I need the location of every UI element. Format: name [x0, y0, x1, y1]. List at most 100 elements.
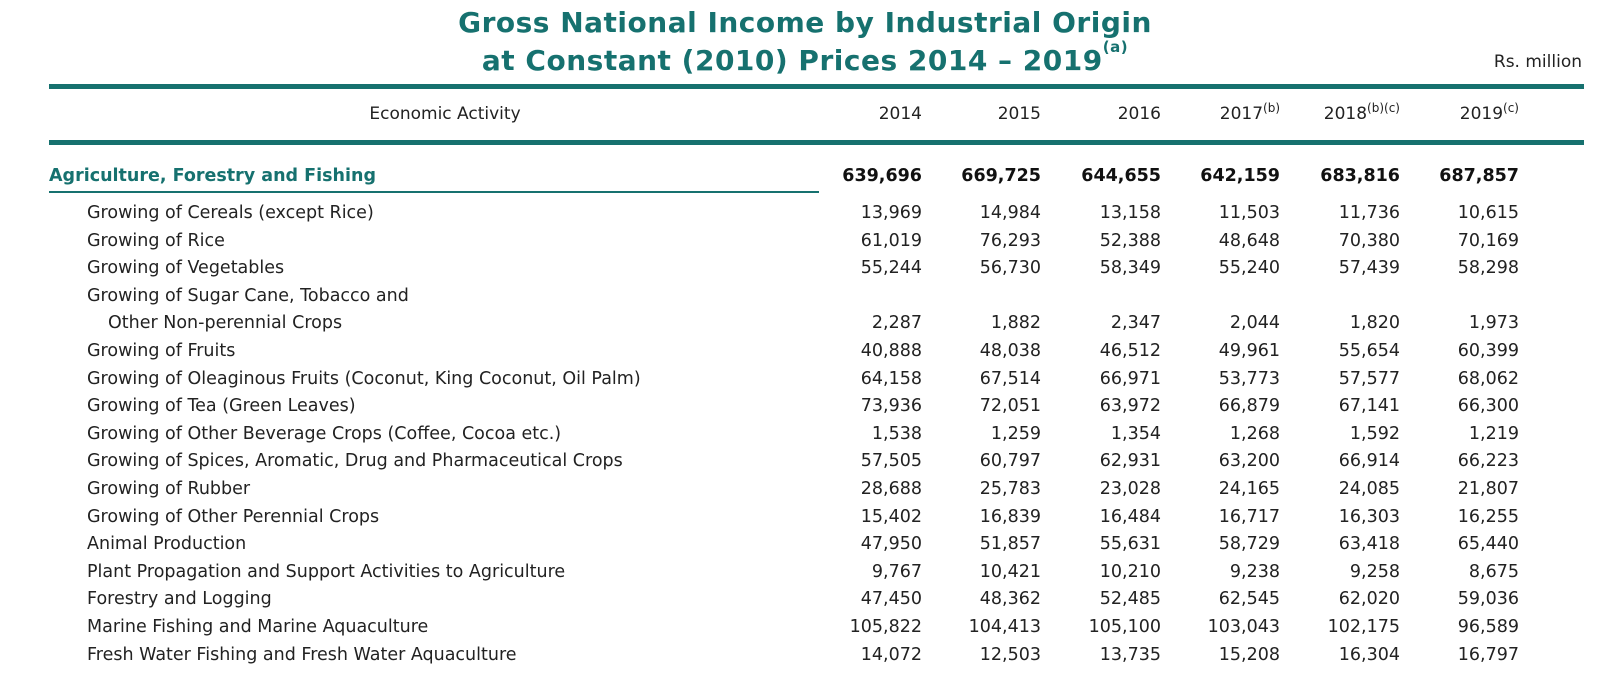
row-value-2019: 58,298: [1457, 258, 1519, 279]
row-value-2018: 16,304: [1338, 644, 1400, 665]
year-label: 2018: [1323, 104, 1368, 124]
row-value-2016: 46,512: [1099, 341, 1161, 361]
header-top-rule: [49, 84, 1584, 89]
row-value-2017: 24,165: [1218, 479, 1280, 499]
row-value-2016: 23,028: [1099, 479, 1161, 499]
row-value-2019: 10,615: [1457, 203, 1519, 223]
table-title-line-1: Gross National Income by Industrial Orig…: [458, 6, 1152, 39]
row-value-2018: 62,020: [1338, 589, 1400, 610]
row-value-2016: 105,100: [1088, 617, 1161, 637]
row-value-2017: 103,043: [1207, 617, 1280, 637]
row-value-2014: 57,505: [860, 451, 922, 472]
table-row: Growing of Cereals (except Rice) 13,969 14…: [0, 203, 1610, 231]
row-value-2016: 55,631: [1099, 534, 1161, 555]
row-label: Animal Production: [87, 534, 247, 555]
row-label: Growing of Fruits: [87, 341, 236, 361]
section-value-2014: 639,696: [842, 166, 922, 186]
row-value-2015: 12,503: [979, 644, 1041, 665]
section-value-2015: 669,725: [961, 166, 1041, 186]
row-value-2016: 16,484: [1099, 506, 1161, 527]
column-header-2015: 2015: [931, 104, 1041, 128]
row-value-2017: 16,717: [1218, 506, 1280, 527]
row-value-2016: 13,735: [1099, 644, 1161, 665]
row-value-2014: 9,767: [871, 561, 922, 582]
row-value-2019: 68,062: [1457, 368, 1519, 389]
row-label: Growing of Rice: [87, 230, 225, 251]
row-value-2017: 66,879: [1218, 396, 1280, 417]
row-value-2014: 40,888: [860, 341, 922, 361]
row-value-2016: 52,388: [1099, 230, 1161, 251]
row-label: Other Non-perennial Crops: [108, 313, 343, 334]
row-value-2015: 72,051: [979, 396, 1041, 417]
row-value-2015: 60,797: [979, 451, 1041, 472]
row-value-2019: 65,440: [1457, 534, 1519, 555]
row-value-2019: 60,399: [1457, 341, 1519, 361]
section-value-2019: 687,857: [1439, 166, 1519, 186]
table-row: Growing of Tea (Green Leaves) 73,936 72,05…: [0, 396, 1610, 424]
row-value-2015: 76,293: [979, 230, 1041, 251]
row-value-2019: 66,300: [1457, 396, 1519, 417]
row-label: Plant Propagation and Support Activities…: [87, 561, 566, 582]
row-value-2017: 55,240: [1218, 258, 1280, 279]
row-value-2015: 51,857: [979, 534, 1041, 555]
row-label: Growing of Spices, Aromatic, Drug and Ph…: [87, 451, 623, 472]
row-value-2019: 1,219: [1468, 423, 1519, 444]
section-value-2016: 644,655: [1081, 166, 1161, 186]
row-value-2019: 96,589: [1457, 617, 1519, 637]
row-value-2015: 56,730: [979, 258, 1041, 279]
table-row: Growing of Spices, Aromatic, Drug and Ph…: [0, 451, 1610, 479]
section-value-2017: 642,159: [1200, 166, 1280, 186]
row-value-2014: 14,072: [860, 644, 922, 665]
row-value-2019: 16,255: [1457, 506, 1519, 527]
table-row: Growing of Rubber 28,688 25,783 23,028 24,16…: [0, 479, 1610, 507]
row-value-2017: 2,044: [1229, 313, 1280, 334]
row-value-2014: 47,450: [860, 589, 922, 610]
table-row: Other Non-perennial Crops 2,287 1,882 2,347…: [0, 313, 1610, 341]
row-value-2016: 1,354: [1110, 423, 1161, 444]
row-value-2014: 13,969: [860, 203, 922, 223]
row-value-2014: 105,822: [849, 617, 922, 637]
table-title-line-2: at Constant (2010) Prices 2014 – 2019(a): [0, 38, 1610, 77]
row-label: Forestry and Logging: [87, 589, 272, 610]
table-row: Growing of Sugar Cane, Tobacco and: [0, 286, 1610, 314]
year-footnote: (c): [1503, 101, 1519, 115]
row-value-2017: 1,268: [1229, 423, 1280, 444]
unit-label: Rs. million: [1493, 52, 1582, 72]
year-label: 2019: [1459, 104, 1504, 124]
row-value-2017: 49,961: [1218, 341, 1280, 361]
row-value-2014: 64,158: [860, 368, 922, 389]
section-value-2018: 683,816: [1320, 166, 1400, 186]
table-row: Growing of Rice 61,019 76,293 52,388 48,648 7…: [0, 231, 1610, 259]
year-label: 2016: [1117, 104, 1161, 124]
row-value-2015: 25,783: [979, 479, 1041, 499]
row-value-2018: 11,736: [1338, 203, 1400, 223]
row-value-2018: 63,418: [1338, 534, 1400, 555]
column-header-2014: 2014: [812, 104, 922, 128]
row-value-2015: 14,984: [979, 203, 1041, 223]
year-footnote: (b): [1263, 101, 1280, 115]
title-line-2-text: at Constant (2010) Prices 2014 – 2019: [481, 44, 1103, 77]
table-row: Plant Propagation and Support Activities…: [0, 562, 1610, 590]
row-value-2017: 53,773: [1218, 368, 1280, 389]
row-value-2014: 2,287: [871, 313, 922, 334]
row-value-2018: 1,820: [1349, 313, 1400, 334]
row-value-2018: 66,914: [1338, 451, 1400, 472]
column-header-2019: 2019(c): [1409, 101, 1519, 128]
row-value-2018: 57,577: [1338, 368, 1400, 389]
row-value-2014: 73,936: [860, 396, 922, 417]
row-label: Growing of Sugar Cane, Tobacco and: [87, 285, 409, 306]
table-row: Growing of Other Beverage Crops (Coffee,…: [0, 424, 1610, 452]
row-value-2017: 63,200: [1218, 451, 1280, 472]
row-value-2017: 9,238: [1229, 561, 1280, 582]
row-value-2018: 55,654: [1338, 341, 1400, 361]
row-value-2018: 67,141: [1338, 396, 1400, 417]
row-value-2017: 11,503: [1218, 203, 1280, 223]
row-value-2014: 28,688: [860, 479, 922, 499]
row-value-2015: 16,839: [979, 506, 1041, 527]
row-value-2016: 2,347: [1110, 313, 1161, 334]
row-value-2016: 66,971: [1099, 368, 1161, 389]
column-header-2017: 2017(b): [1170, 101, 1280, 128]
column-header-2018: 2018(b)(c): [1290, 101, 1400, 128]
row-value-2019: 8,675: [1468, 561, 1519, 582]
column-header-economic-activity: Economic Activity: [369, 104, 521, 124]
